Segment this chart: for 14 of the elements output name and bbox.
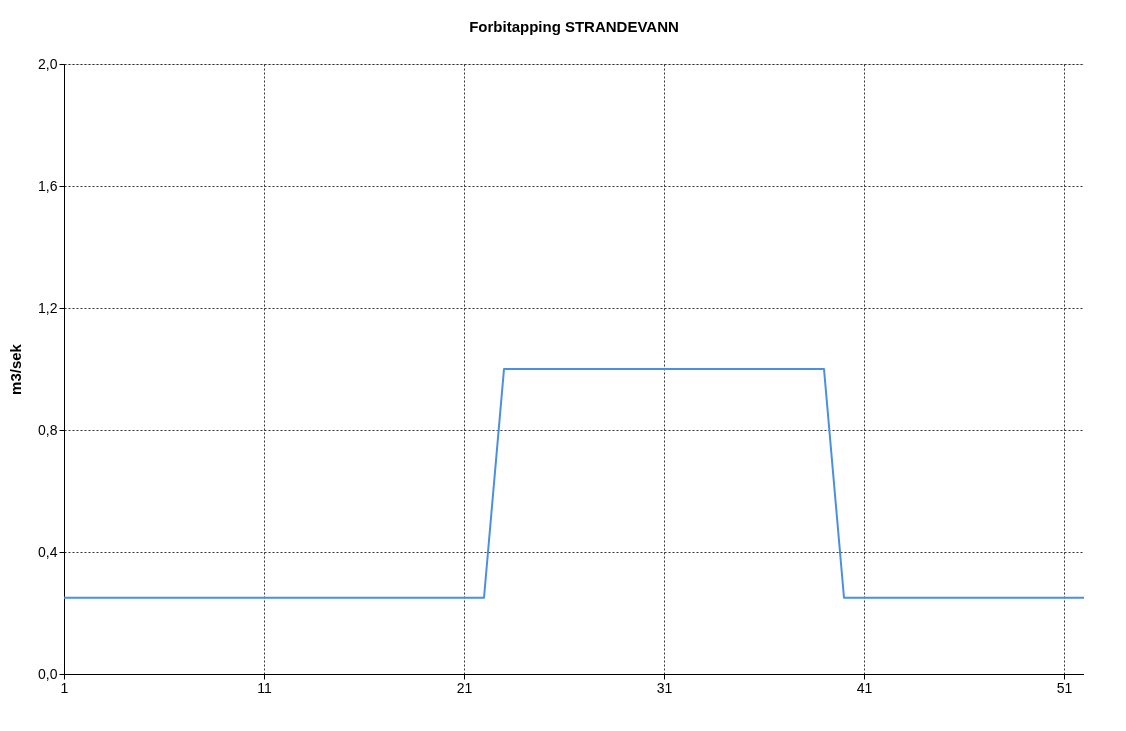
y-tick-label: 0,8 (38, 421, 58, 438)
y-tick-label: 1,2 (38, 299, 58, 316)
x-tick-label: 1 (60, 679, 69, 696)
x-tick-label: 51 (1056, 679, 1073, 696)
y-tick-label: 2,0 (38, 55, 58, 72)
x-tick-label: 21 (456, 679, 473, 696)
y-axis-title: m3/sek (7, 343, 25, 395)
chart-title: Forbitapping STRANDEVANN (469, 18, 679, 35)
y-tick-label: 0,4 (38, 543, 58, 560)
x-tick-label: 31 (656, 679, 673, 696)
x-tick-label: 11 (257, 679, 272, 696)
x-tick-label: 41 (856, 679, 873, 696)
y-tick-label: 1,6 (38, 177, 58, 194)
y-tick-label: 0,0 (38, 665, 58, 682)
